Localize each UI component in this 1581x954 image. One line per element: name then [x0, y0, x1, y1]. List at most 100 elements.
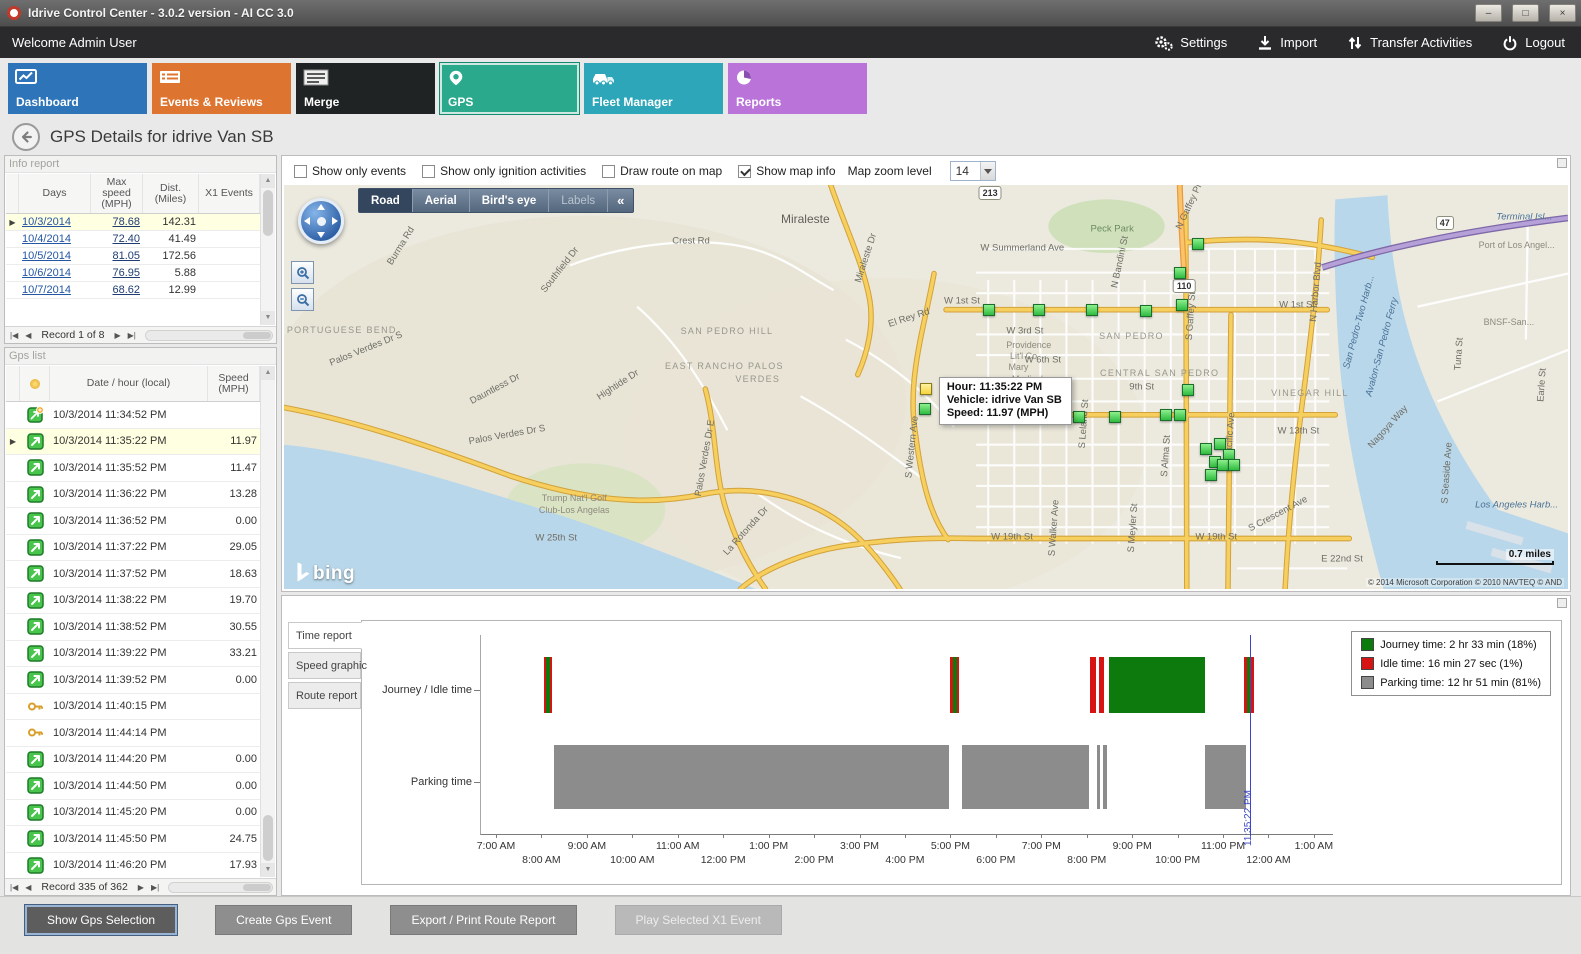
gps-marker[interactable]: [1216, 459, 1229, 472]
footer-button-export-print-route-report[interactable]: Export / Print Route Report: [390, 905, 577, 935]
gps-pager-hscrollbar[interactable]: [168, 881, 273, 893]
info-report-row[interactable]: 10/5/2014 81.05 172.56: [6, 248, 260, 265]
topbar-action-settings[interactable]: Settings: [1153, 34, 1227, 52]
nav-tile-reports[interactable]: Reports: [728, 63, 867, 114]
map-tab-labels[interactable]: Labels: [549, 189, 609, 212]
gps-list-row[interactable]: 10/3/2014 11:45:50 PM 24.75: [6, 826, 260, 853]
tab-speed-graphic[interactable]: Speed graphic: [288, 652, 367, 679]
gps-list-row[interactable]: 10/3/2014 11:36:22 PM 13.28: [6, 482, 260, 508]
gps-list-row[interactable]: 10/3/2014 11:40:15 PM: [6, 694, 260, 720]
info-report-maxspeed-link[interactable]: 76.95: [112, 267, 140, 279]
map-tab-road[interactable]: Road: [359, 189, 413, 212]
gps-list-scrollbar[interactable]: ▲ ▼: [260, 366, 275, 877]
gps-pager-first-button[interactable]: |◀: [10, 882, 19, 892]
footer-button-create-gps-event[interactable]: Create Gps Event: [215, 905, 353, 935]
tab-route-report[interactable]: Route report: [288, 682, 361, 709]
info-report-day-link[interactable]: 10/4/2014: [22, 233, 71, 245]
gps-list-row[interactable]: 10/3/2014 11:34:52 PM: [6, 402, 260, 429]
gps-list-row[interactable]: 10/3/2014 11:36:52 PM 0.00: [6, 508, 260, 535]
gps-list-row[interactable]: 10/3/2014 11:39:22 PM 33.21: [6, 641, 260, 667]
map-tab-bird-s-eye[interactable]: Bird's eye: [470, 189, 550, 212]
gps-list-row[interactable]: ▶ 10/3/2014 11:35:22 PM 11.97: [6, 428, 260, 455]
topbar-action-logout[interactable]: Logout: [1502, 35, 1565, 51]
gps-marker[interactable]: [1199, 442, 1212, 455]
checkbox-show-only-events[interactable]: Show only events: [294, 164, 406, 178]
gps-marker[interactable]: [982, 303, 995, 316]
gps-marker[interactable]: [1072, 410, 1085, 423]
info-pager-prev-button[interactable]: ◀: [25, 330, 32, 340]
gps-marker[interactable]: [1174, 408, 1187, 421]
minimize-button[interactable]: –: [1475, 4, 1502, 22]
scroll-down-icon[interactable]: ▼: [261, 863, 275, 877]
topbar-action-transfer-activities[interactable]: Transfer Activities: [1347, 35, 1472, 51]
nav-tile-events-reviews[interactable]: Events & Reviews: [152, 63, 291, 114]
gps-marker[interactable]: [1228, 459, 1241, 472]
gps-marker[interactable]: [1175, 298, 1188, 311]
gps-list-row[interactable]: 10/3/2014 11:37:22 PM 29.05: [6, 535, 260, 561]
gps-list-row[interactable]: 10/3/2014 11:39:52 PM 0.00: [6, 667, 260, 694]
gps-marker[interactable]: [1181, 384, 1194, 397]
gps-pager-last-button[interactable]: ▶|: [150, 882, 160, 892]
gps-marker-selected[interactable]: [920, 383, 932, 396]
checkbox-show-map-info[interactable]: Show map info: [738, 164, 836, 178]
gps-list-row[interactable]: 10/3/2014 11:44:50 PM 0.00: [6, 773, 260, 800]
map-tab-aerial[interactable]: Aerial: [413, 189, 470, 212]
info-report-maxspeed-link[interactable]: 72.40: [112, 233, 140, 245]
hscrollbar-thumb[interactable]: [243, 331, 271, 339]
footer-button-show-gps-selection[interactable]: Show Gps Selection: [25, 905, 178, 935]
nav-tile-merge[interactable]: Merge: [296, 63, 435, 114]
filter-icon[interactable]: [20, 366, 50, 401]
gps-marker[interactable]: [1205, 468, 1218, 481]
checkbox-show-only-ignition-activities[interactable]: Show only ignition activities: [422, 164, 586, 178]
gps-marker[interactable]: [1085, 303, 1098, 316]
gps-list-row[interactable]: 10/3/2014 11:38:52 PM 30.55: [6, 614, 260, 641]
info-report-row[interactable]: 10/7/2014 68.62 12.99: [6, 282, 260, 299]
scroll-up-icon[interactable]: ▲: [261, 174, 275, 188]
gps-list-row[interactable]: 10/3/2014 11:37:52 PM 18.63: [6, 561, 260, 588]
info-report-day-link[interactable]: 10/6/2014: [22, 267, 71, 279]
gps-list-row[interactable]: 10/3/2014 11:35:52 PM 11.47: [6, 455, 260, 482]
info-report-day-link[interactable]: 10/7/2014: [22, 284, 71, 296]
info-report-row[interactable]: 10/6/2014 76.95 5.88: [6, 265, 260, 282]
gps-list-row[interactable]: 10/3/2014 11:38:22 PM 19.70: [6, 588, 260, 614]
gps-list-row[interactable]: 10/3/2014 11:44:20 PM 0.00: [6, 747, 260, 773]
topbar-action-import[interactable]: Import: [1257, 35, 1317, 51]
map-zoom-select[interactable]: 14: [949, 161, 996, 181]
scrollbar-thumb[interactable]: [263, 190, 273, 236]
checkbox-draw-route-on-map[interactable]: Draw route on map: [602, 164, 722, 178]
map-canvas[interactable]: Miraleste Peck Park W Summerland Ave Crest …: [284, 185, 1568, 589]
map-zoom-out-button[interactable]: [291, 288, 314, 311]
gps-pager-next-button[interactable]: ▶: [137, 882, 144, 892]
gps-marker[interactable]: [1160, 408, 1173, 421]
info-report-maxspeed-link[interactable]: 68.62: [112, 284, 140, 296]
gps-marker[interactable]: [1192, 237, 1205, 250]
nav-tile-dashboard[interactable]: Dashboard: [8, 63, 147, 114]
info-pager-hscrollbar[interactable]: [144, 329, 273, 341]
gps-marker[interactable]: [1174, 267, 1187, 280]
info-report-row[interactable]: ▶ 10/3/2014 78.68 142.31: [6, 214, 260, 231]
info-report-maxspeed-link[interactable]: 78.68: [112, 216, 140, 228]
scroll-down-icon[interactable]: ▼: [261, 311, 275, 325]
gps-marker[interactable]: [1032, 303, 1045, 316]
info-pager-next-button[interactable]: ▶: [114, 330, 121, 340]
hscrollbar-thumb[interactable]: [243, 883, 271, 891]
info-report-day-link[interactable]: 10/3/2014: [22, 216, 71, 228]
close-button[interactable]: ×: [1549, 4, 1576, 22]
map-zoom-in-button[interactable]: [291, 261, 314, 284]
map-tabs-collapse-icon[interactable]: «: [617, 193, 625, 208]
gps-marker[interactable]: [1214, 437, 1227, 450]
gps-marker[interactable]: [1108, 410, 1121, 423]
map-compass-control[interactable]: [298, 198, 344, 244]
scrollbar-thumb[interactable]: [263, 815, 273, 861]
gps-list-row[interactable]: 10/3/2014 11:45:20 PM 0.00: [6, 800, 260, 826]
info-report-scrollbar[interactable]: ▲ ▼: [260, 174, 275, 325]
tab-time-report[interactable]: Time report: [288, 622, 362, 649]
scroll-up-icon[interactable]: ▲: [261, 366, 275, 380]
collapse-chart-panel-icon[interactable]: [1557, 598, 1567, 608]
collapse-map-panel-icon[interactable]: [1557, 158, 1567, 168]
gps-marker[interactable]: [918, 402, 931, 415]
gps-marker[interactable]: [1139, 304, 1152, 317]
nav-tile-fleet-manager[interactable]: Fleet Manager: [584, 63, 723, 114]
info-report-row[interactable]: 10/4/2014 72.40 41.49: [6, 231, 260, 248]
gps-list-row[interactable]: 10/3/2014 11:44:14 PM: [6, 720, 260, 747]
